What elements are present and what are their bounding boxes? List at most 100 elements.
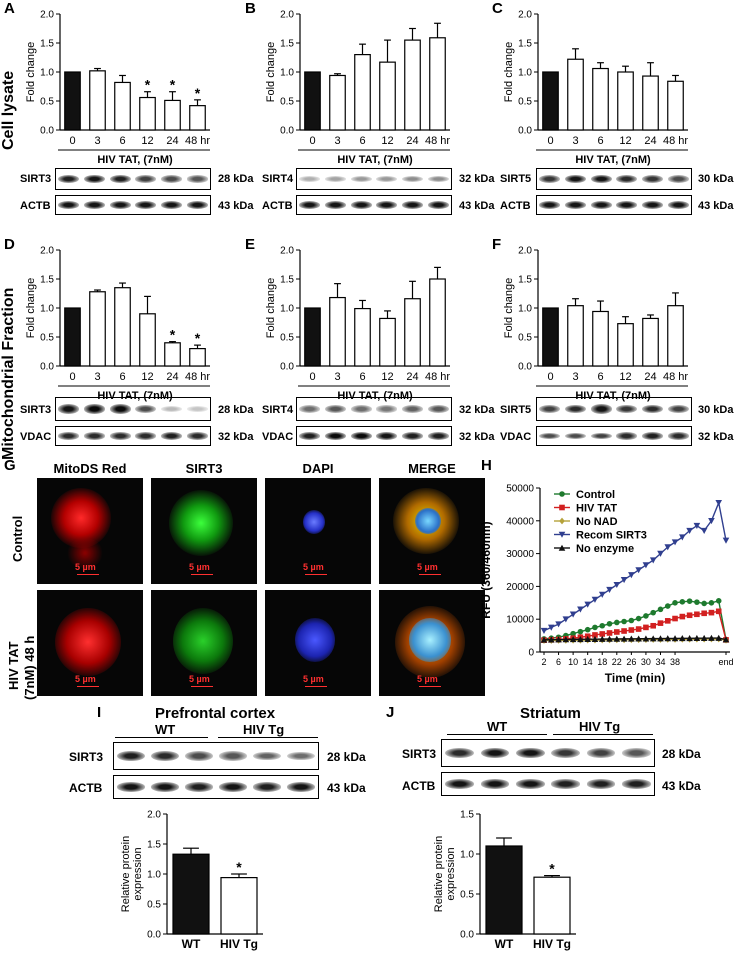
blot-j-top [441, 739, 655, 767]
blot-band [135, 432, 157, 440]
blot-band [350, 201, 372, 209]
data-point [694, 599, 700, 605]
bar [542, 71, 559, 131]
blot-label-a-bottom: ACTB [20, 200, 51, 212]
y-tick-label: 1.5 [518, 39, 532, 50]
bar [533, 876, 571, 935]
x-tick-label: 12 [141, 371, 153, 383]
blot-label-j-top: SIRT3 [402, 747, 437, 761]
data-point [715, 634, 723, 641]
blot-band [667, 175, 689, 183]
y-tick-label: 0.5 [40, 333, 54, 344]
blot-band [186, 406, 208, 412]
blot-band [109, 432, 131, 440]
blot-band [590, 174, 612, 184]
x-tick-label: 48 hr [663, 135, 688, 147]
data-point [569, 611, 577, 618]
bar [304, 71, 321, 131]
kda-i-top: 28 kDa [327, 750, 366, 764]
bar [64, 71, 81, 131]
panel-letter-i: I [97, 704, 102, 721]
y-tick-label: 0.0 [40, 362, 54, 373]
blot-band [287, 751, 315, 761]
group-label-wt: WT [487, 719, 508, 734]
x-tick-label: 3 [334, 371, 340, 383]
bar [164, 99, 181, 131]
blot-f-bottom [536, 426, 692, 446]
x-axis-label: HIV TAT, (7nM) [337, 154, 413, 166]
chart-f: 0.0 0.5 1.0 1.5 2.0 Fold change 0 3 6 12 24 48 hr HI… [503, 246, 688, 403]
blot-band [564, 432, 586, 440]
legend-label: No enzyme [576, 543, 634, 555]
data-point [635, 635, 642, 642]
data-point [558, 531, 566, 538]
chart-a: 0.0 0.5 1.0 1.5 2.0 Fold change 0 3 6 * 12 * 24 * 48 h… [25, 10, 210, 167]
kda-d-bottom: 32 kDa [218, 431, 254, 443]
blot-band [621, 779, 651, 789]
blot-d-bottom [55, 426, 211, 446]
bar [642, 317, 659, 367]
x-tick-label: 0 [69, 371, 75, 383]
x-axis-label: HIV TAT, (7nM) [337, 390, 413, 402]
x-tick-label: 3 [334, 135, 340, 147]
micrograph-control-dapi: 5 µm [265, 478, 371, 584]
data-point [628, 572, 635, 579]
data-point [569, 636, 577, 643]
blot-band [186, 432, 208, 440]
bar [567, 58, 584, 131]
blot-band [324, 176, 346, 182]
data-point [643, 613, 649, 619]
data-point [708, 634, 715, 641]
y-axis-label: Fold change [25, 278, 37, 339]
x-tick-label: 48 hr [425, 135, 450, 147]
x-tick-label: 12 [619, 135, 631, 147]
channel-label-sirt3: SIRT3 [185, 461, 223, 476]
y-axis-label: Relative proteinexpression [120, 836, 144, 912]
data-point [657, 620, 664, 626]
data-point [635, 567, 642, 574]
blot-band [641, 201, 663, 209]
kda-f-bottom: 32 kDa [698, 431, 734, 443]
blot-band [590, 201, 612, 209]
kda-e-top: 32 kDa [459, 404, 495, 416]
blot-band [287, 782, 315, 792]
blot-label-f-bottom: VDAC [500, 431, 532, 443]
kda-a-top: 28 kDa [218, 173, 254, 185]
kda-j-bottom: 43 kDa [662, 779, 701, 793]
chart-b: 0.0 0.5 1.0 1.5 2.0 Fold change 0 3 6 12 24 48 hr HI… [265, 10, 450, 167]
bar [164, 342, 181, 367]
data-point [591, 635, 599, 642]
y-tick-label: 1.0 [518, 304, 532, 315]
blot-band [427, 175, 449, 183]
blot-band [58, 174, 80, 184]
blot-label-e-bottom: VDAC [262, 431, 294, 443]
channel-label-mitods-red: MitoDS Red [53, 461, 127, 476]
y-tick-label: 0.5 [460, 890, 474, 901]
blot-band [539, 175, 561, 183]
scale-label: 5 µm [417, 562, 438, 572]
data-point [540, 627, 548, 634]
x-axis-label: HIV TAT, (7nM) [575, 390, 651, 402]
x-tick-label: 3 [94, 135, 100, 147]
x-tick-label: 30 [641, 657, 651, 667]
data-point [591, 596, 599, 603]
data-point [562, 616, 570, 623]
data-point [700, 634, 708, 641]
data-point [694, 611, 700, 618]
y-tick-label: 50000 [506, 484, 534, 495]
bar [139, 96, 156, 131]
bar [667, 305, 684, 367]
kda-d-top: 28 kDa [218, 404, 254, 416]
data-point [584, 601, 591, 608]
bar [220, 876, 258, 935]
blot-band [83, 404, 105, 414]
y-tick-label: 1.0 [40, 68, 54, 79]
blot-i-bottom [113, 775, 319, 799]
x-tick-label: 6 [119, 135, 125, 147]
data-point [614, 629, 620, 635]
micrograph-control-merge: 5 µm [379, 478, 485, 584]
blot-band [299, 176, 321, 182]
data-point [715, 499, 723, 507]
blot-band [564, 174, 586, 184]
data-point [555, 636, 562, 643]
